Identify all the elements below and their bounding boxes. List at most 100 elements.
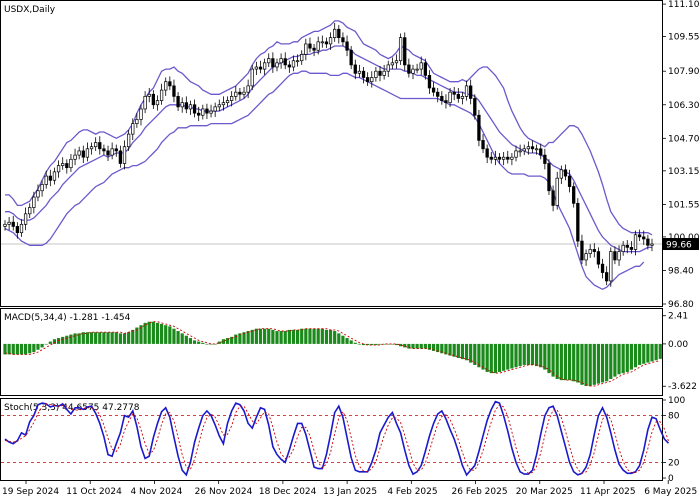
candle-body — [501, 156, 506, 160]
macd-bar — [77, 333, 81, 344]
candle-body — [328, 37, 333, 45]
macd-bar — [502, 343, 506, 371]
candle-body — [567, 175, 572, 187]
macd-bar — [625, 343, 629, 372]
candle-body — [576, 202, 580, 242]
macd-bar — [221, 339, 226, 344]
macd-bar — [580, 343, 584, 385]
candle-body — [642, 236, 646, 240]
macd-bar — [89, 332, 94, 344]
macd-bar — [349, 340, 353, 344]
candle-body — [316, 41, 320, 51]
y-tick-label: 0 — [668, 474, 674, 484]
candle-body — [526, 146, 531, 150]
macd-bar — [572, 343, 576, 382]
candle-body — [633, 234, 638, 250]
candle-body — [69, 158, 73, 169]
macd-bar — [19, 343, 24, 355]
macd-bar — [431, 343, 436, 351]
macd-bar — [555, 343, 559, 379]
macd-bar — [94, 332, 98, 344]
macd-bar — [85, 332, 90, 344]
y-tick-label: 0.00 — [668, 340, 688, 350]
candle-body — [374, 70, 378, 78]
y-tick-label: 20 — [668, 458, 680, 468]
candle-body — [605, 272, 609, 282]
candle-body — [48, 175, 52, 181]
macd-bar — [506, 343, 510, 370]
panel-frame — [0, 398, 663, 481]
macd-bar — [287, 329, 291, 344]
candle-body — [267, 58, 271, 64]
candle-body — [106, 150, 110, 156]
y-tick-label: 80 — [668, 412, 680, 422]
macd-bar — [328, 329, 333, 344]
macd-bar — [394, 343, 399, 346]
macd-bar — [65, 335, 69, 344]
candle-body — [295, 60, 300, 63]
macd-bar — [295, 329, 300, 344]
macd-bar — [176, 331, 180, 344]
macd-bar — [592, 343, 596, 385]
candle-body — [510, 156, 514, 160]
macd-bar — [188, 338, 193, 344]
candle-body — [551, 190, 555, 206]
candle-body — [135, 119, 139, 124]
macd-bar — [151, 321, 155, 344]
candle-body — [456, 93, 460, 99]
candle-body — [147, 93, 151, 97]
macd-bar — [563, 343, 568, 381]
candle-body — [609, 251, 613, 282]
candle-body — [77, 150, 81, 156]
candle-body — [464, 85, 469, 97]
macd-bar — [300, 328, 304, 344]
macd-bar — [106, 332, 110, 344]
candle-body — [436, 91, 440, 97]
candle-body — [172, 85, 176, 97]
candle-body — [56, 165, 61, 173]
macd-bar — [81, 332, 85, 344]
candle-body — [81, 150, 85, 158]
candle-body — [36, 190, 40, 198]
candle-body — [341, 37, 345, 43]
candle-body — [44, 175, 48, 185]
candle-body — [300, 54, 304, 62]
candle-body — [419, 62, 423, 70]
macd-bar — [24, 343, 28, 355]
candle-body — [15, 226, 20, 234]
macd-bar — [36, 343, 40, 350]
candle-body — [192, 104, 197, 114]
macd-bar — [407, 343, 411, 349]
macd-bar — [551, 343, 555, 377]
candle-body — [460, 96, 465, 99]
x-tick-label: 11 Oct 2024 — [66, 487, 122, 497]
macd-bar — [263, 328, 267, 344]
candle-body — [625, 244, 629, 248]
candle-body — [283, 58, 287, 66]
candle-body — [493, 156, 498, 160]
candle-body — [32, 196, 36, 208]
macd-bar — [192, 340, 197, 344]
x-tick-label: 20 Mar 2025 — [516, 487, 573, 497]
candle-body — [52, 171, 57, 181]
y-tick-label: 101.55 — [668, 200, 700, 210]
macd-bar — [510, 343, 514, 369]
y-tick-label: 103.15 — [668, 167, 700, 177]
macd-bar — [646, 343, 650, 363]
bollinger-mid-band — [5, 45, 652, 253]
macd-bar — [596, 343, 601, 384]
candle-body — [225, 100, 230, 104]
macd-bar — [514, 343, 518, 368]
x-tick-label: 26 Feb 2025 — [452, 487, 508, 497]
macd-bar — [411, 343, 415, 349]
macd-bar — [460, 343, 465, 360]
macd-bar — [535, 343, 539, 367]
macd-bar — [73, 333, 77, 344]
macd-bar — [213, 343, 217, 345]
candle-body — [180, 102, 184, 108]
macd-bar — [324, 329, 329, 344]
macd-bar — [316, 328, 320, 344]
candle-body — [85, 148, 90, 158]
macd-bar — [366, 343, 370, 346]
candle-body — [382, 70, 386, 76]
